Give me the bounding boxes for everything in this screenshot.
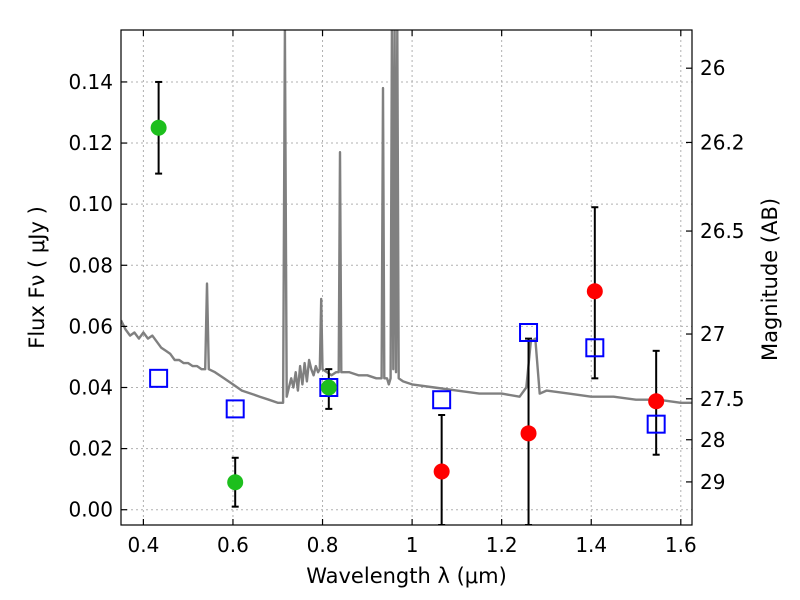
model-spectrum <box>121 30 692 404</box>
spectrum-line <box>121 30 692 404</box>
x-tick-label: 0.4 <box>127 533 159 557</box>
circle-marker <box>227 474 244 491</box>
y-axis-label: Flux Fν ( μJy ) <box>25 206 49 349</box>
y2-tick-label: 29 <box>700 470 725 494</box>
data-markers <box>149 119 666 491</box>
x-tick-label: 1.6 <box>665 533 697 557</box>
x-tick-label: 0.6 <box>217 533 249 557</box>
y-tick-label: 0.02 <box>68 437 113 461</box>
y2-tick-label: 27.5 <box>700 387 745 411</box>
y-tick-label: 0.06 <box>68 314 113 338</box>
y2-tick-label: 28 <box>700 428 725 452</box>
square-marker <box>585 338 605 358</box>
y2-tick-label: 27 <box>700 322 725 346</box>
square-marker <box>519 323 539 342</box>
y2-tick-label: 26.2 <box>700 130 745 154</box>
circle-marker <box>520 425 537 442</box>
square-marker <box>646 414 666 434</box>
y-tick-label: 0.12 <box>68 131 113 155</box>
circle-marker <box>648 393 665 410</box>
circle-marker <box>320 379 337 396</box>
y2-axis-label: Magnitude (AB) <box>758 198 782 361</box>
x-tick-label: 1.2 <box>486 533 518 557</box>
y-tick-label: 0.00 <box>68 498 113 522</box>
square-marker <box>225 399 245 419</box>
y-tick-label: 0.10 <box>68 192 113 216</box>
axis-ticks <box>121 30 692 525</box>
circle-marker <box>586 283 603 300</box>
square-marker <box>149 368 169 388</box>
x-tick-label: 1.4 <box>575 533 607 557</box>
square-marker <box>319 378 339 397</box>
circle-marker <box>150 119 167 136</box>
grid-lines <box>121 30 692 525</box>
plot-frame <box>120 29 693 526</box>
square-marker <box>432 390 452 410</box>
axis-tick-labels: 0.4 0.6 0.8 1 1.2 1.4 1.6 0.00 0.02 0.04 0.06 0.08 0… <box>68 56 744 557</box>
error-bars <box>155 80 660 525</box>
circle-marker <box>433 463 450 480</box>
y-tick-label: 0.14 <box>68 70 113 94</box>
x-tick-label: 0.8 <box>307 533 339 557</box>
y2-tick-label: 26.5 <box>700 219 745 243</box>
x-axis-label: Wavelength λ (μm) <box>306 564 507 588</box>
x-tick-label: 1 <box>406 533 419 557</box>
y-tick-label: 0.08 <box>68 253 113 277</box>
y2-tick-label: 26 <box>700 56 725 80</box>
y-tick-label: 0.04 <box>68 376 113 400</box>
